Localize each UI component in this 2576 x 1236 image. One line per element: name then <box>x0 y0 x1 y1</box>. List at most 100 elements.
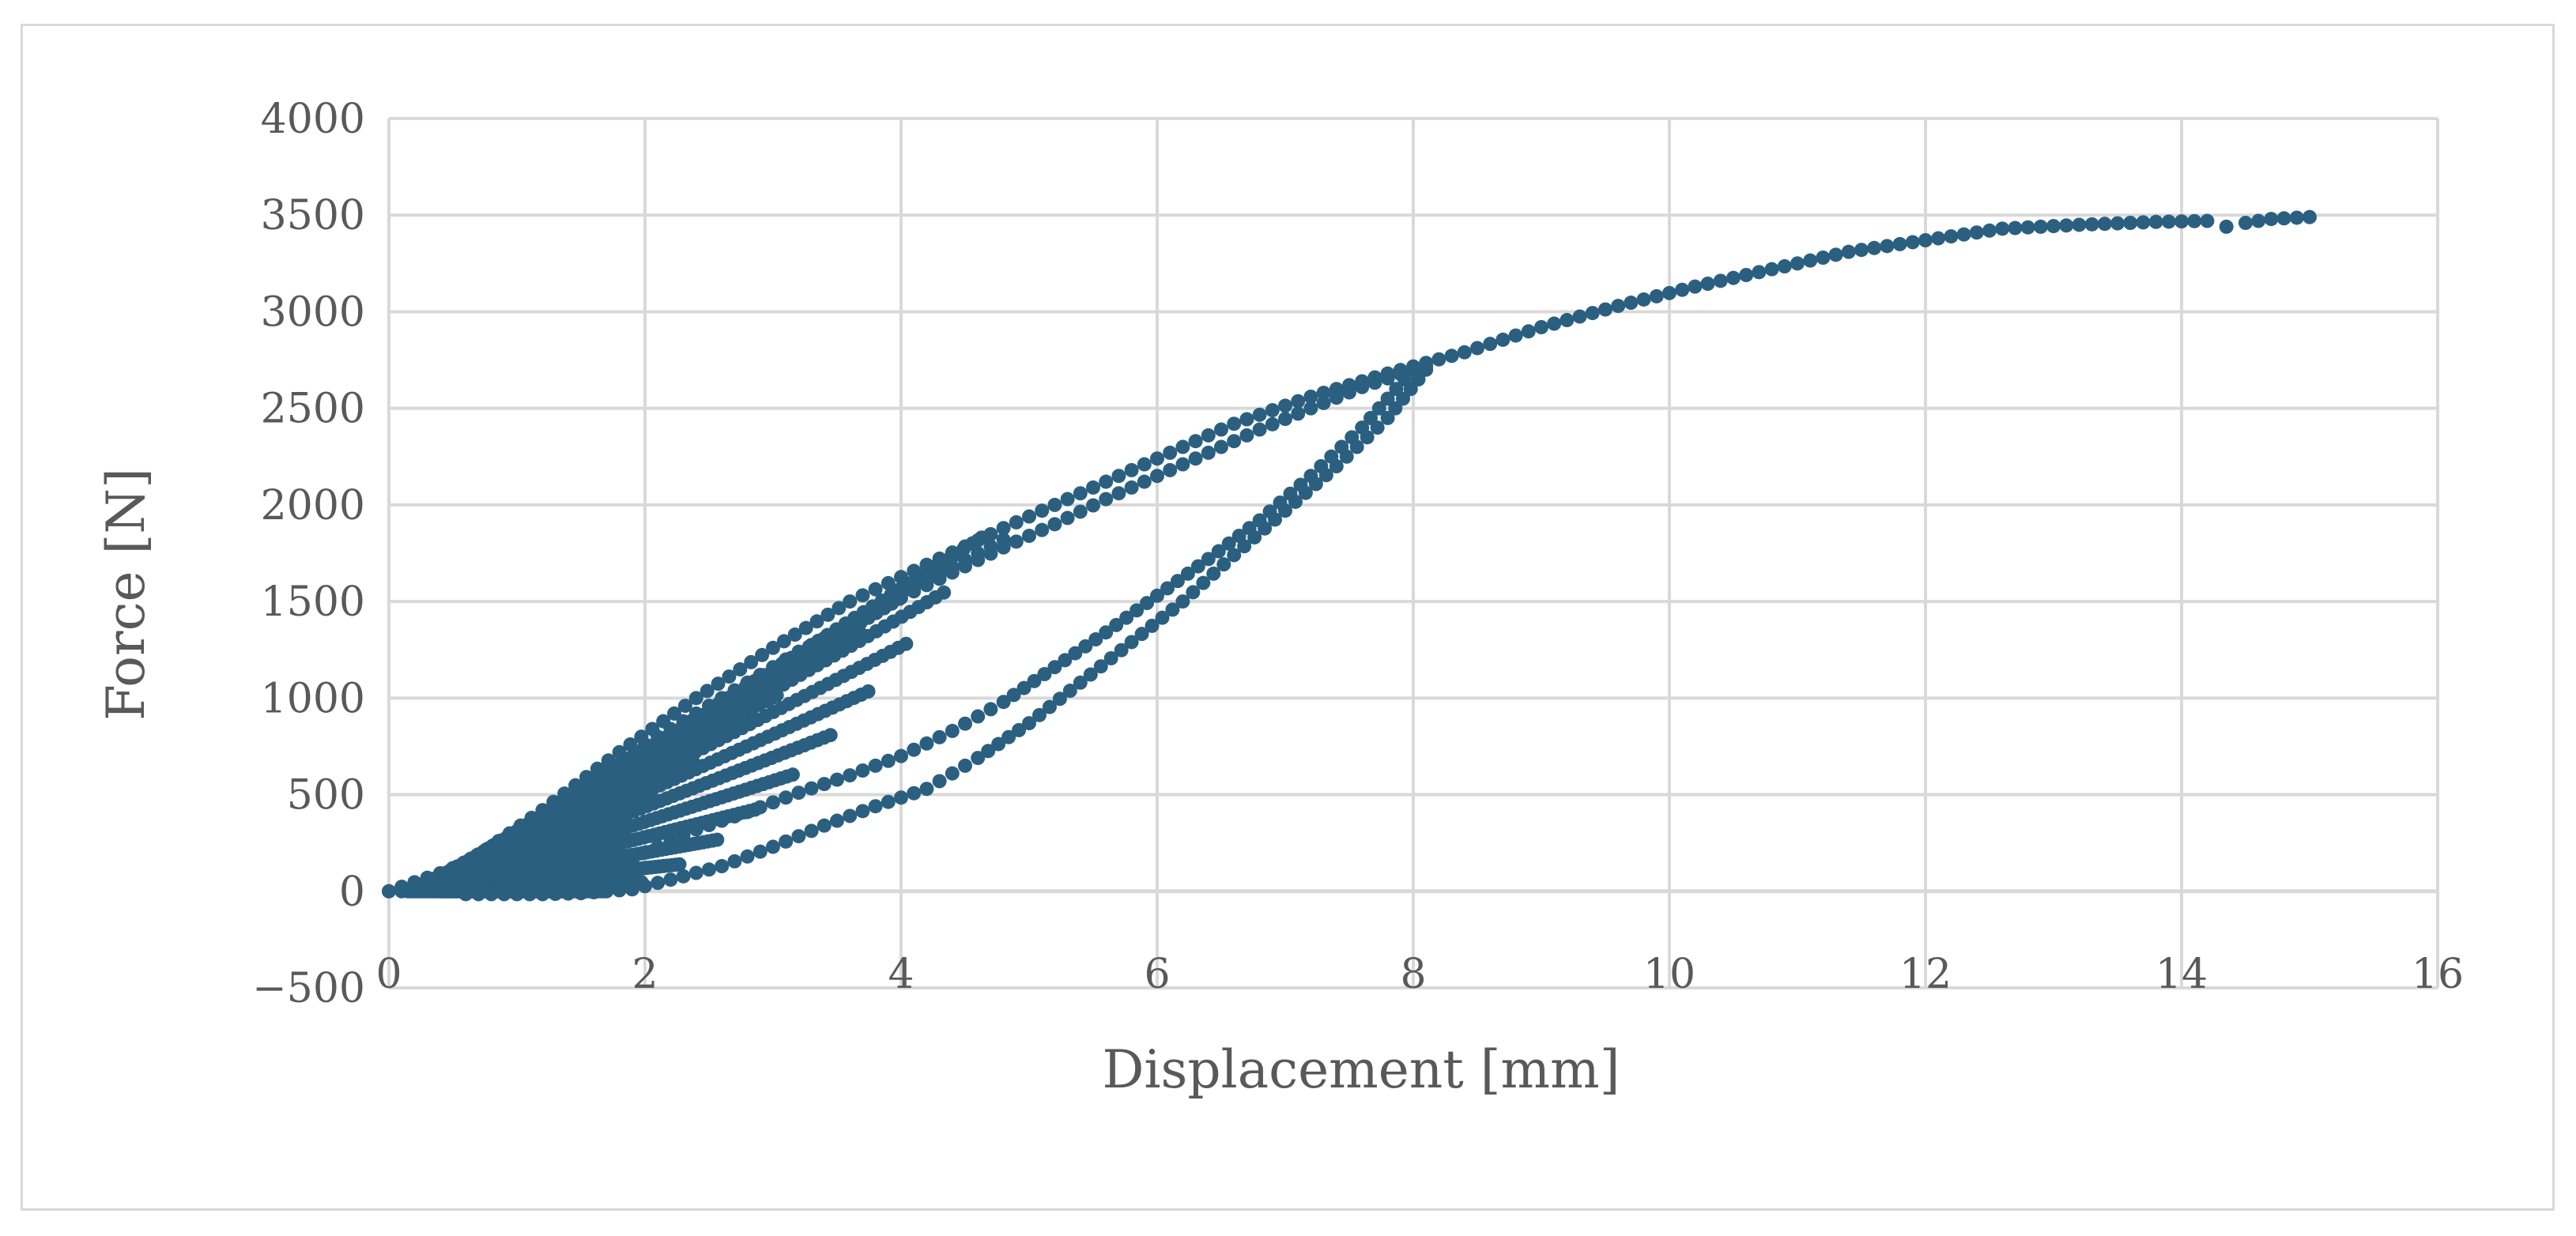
data-point <box>907 579 922 594</box>
data-point <box>574 886 588 901</box>
data-point <box>688 720 703 734</box>
data-point <box>688 706 703 721</box>
data-point <box>599 884 614 899</box>
cyclic-point <box>728 722 743 737</box>
y-tick-label: 3000 <box>261 288 365 336</box>
data-point <box>407 876 422 891</box>
data-point <box>855 804 870 819</box>
data-point <box>510 827 524 842</box>
data-point <box>907 786 922 801</box>
data-point <box>855 612 870 627</box>
data-point <box>919 573 934 588</box>
data-point <box>1124 635 1139 650</box>
series-4 <box>382 532 1011 899</box>
data-point <box>843 808 858 823</box>
data-point <box>548 887 563 902</box>
data-point <box>1726 270 1741 285</box>
data-point <box>1355 379 1370 394</box>
data-point <box>1035 522 1050 537</box>
data-point <box>677 699 692 714</box>
data-point <box>1419 362 1434 377</box>
data-point <box>676 729 691 743</box>
data-point <box>1206 566 1221 581</box>
data-point <box>1221 536 1236 551</box>
data-point <box>868 604 883 619</box>
data-point <box>791 829 806 844</box>
data-point <box>766 669 780 684</box>
data-point <box>715 813 730 828</box>
data-point <box>1086 498 1100 513</box>
data-point <box>1035 503 1050 518</box>
data-point <box>733 662 748 677</box>
data-point <box>798 620 813 635</box>
data-point <box>868 582 883 597</box>
data-point <box>1099 625 1114 640</box>
data-point <box>1188 434 1203 449</box>
data-point <box>1431 352 1446 367</box>
data-point <box>688 691 703 706</box>
data-point <box>2276 211 2291 226</box>
data-point <box>1130 603 1145 618</box>
data-point <box>932 551 947 566</box>
data-point <box>1170 574 1185 589</box>
data-point <box>599 870 614 885</box>
data-point <box>676 869 691 884</box>
data-point <box>624 760 639 775</box>
data-point <box>1995 221 2010 236</box>
data-point <box>843 768 858 783</box>
data-point <box>484 887 499 902</box>
data-point <box>776 634 791 649</box>
data-point <box>1124 462 1139 477</box>
cyclic-point <box>605 834 620 849</box>
data-point <box>1022 716 1036 731</box>
data-point <box>894 570 908 585</box>
data-point <box>1278 398 1292 413</box>
gridlines <box>387 117 2439 989</box>
data-point <box>1227 548 1242 563</box>
data-point <box>817 818 832 833</box>
x-tick-label: 14 <box>2155 951 2208 998</box>
data-point <box>1342 385 1356 400</box>
y-tick-label: 2000 <box>261 482 365 529</box>
data-point <box>676 827 691 842</box>
data-point <box>1268 512 1283 527</box>
data-point <box>1088 632 1103 647</box>
data-point <box>1380 391 1395 406</box>
data-point <box>1163 462 1178 477</box>
data-point <box>1163 445 1178 460</box>
data-point <box>651 876 666 891</box>
data-point <box>496 835 511 850</box>
data-point <box>458 855 473 870</box>
data-point <box>727 809 742 824</box>
data-point <box>2046 219 2061 234</box>
data-point <box>2136 215 2151 230</box>
data-point <box>382 884 396 899</box>
data-point <box>2110 216 2125 231</box>
data-point <box>1186 585 1201 600</box>
data-point <box>1086 480 1100 495</box>
y-axis-title: Force [N] <box>96 468 157 721</box>
data-point <box>1483 337 1498 352</box>
data-point <box>663 872 678 887</box>
data-point <box>1124 480 1139 495</box>
data-point <box>1816 251 1831 265</box>
data-point <box>2084 217 2099 232</box>
data-point <box>1214 422 1228 437</box>
data-point <box>740 675 755 690</box>
x-tick-label: 8 <box>1400 951 1426 998</box>
data-point <box>1854 243 1869 258</box>
data-point <box>535 887 550 902</box>
data-point <box>446 861 460 876</box>
data-point <box>458 887 473 902</box>
data-point <box>843 594 858 609</box>
data-point <box>983 539 998 554</box>
data-point <box>1956 227 1971 242</box>
data-point <box>1380 371 1395 386</box>
data-point <box>1931 231 1946 246</box>
cyclic-point <box>823 728 838 743</box>
data-point <box>919 736 934 751</box>
data-point <box>638 737 652 752</box>
data-point <box>804 781 819 796</box>
data-point <box>560 886 575 901</box>
